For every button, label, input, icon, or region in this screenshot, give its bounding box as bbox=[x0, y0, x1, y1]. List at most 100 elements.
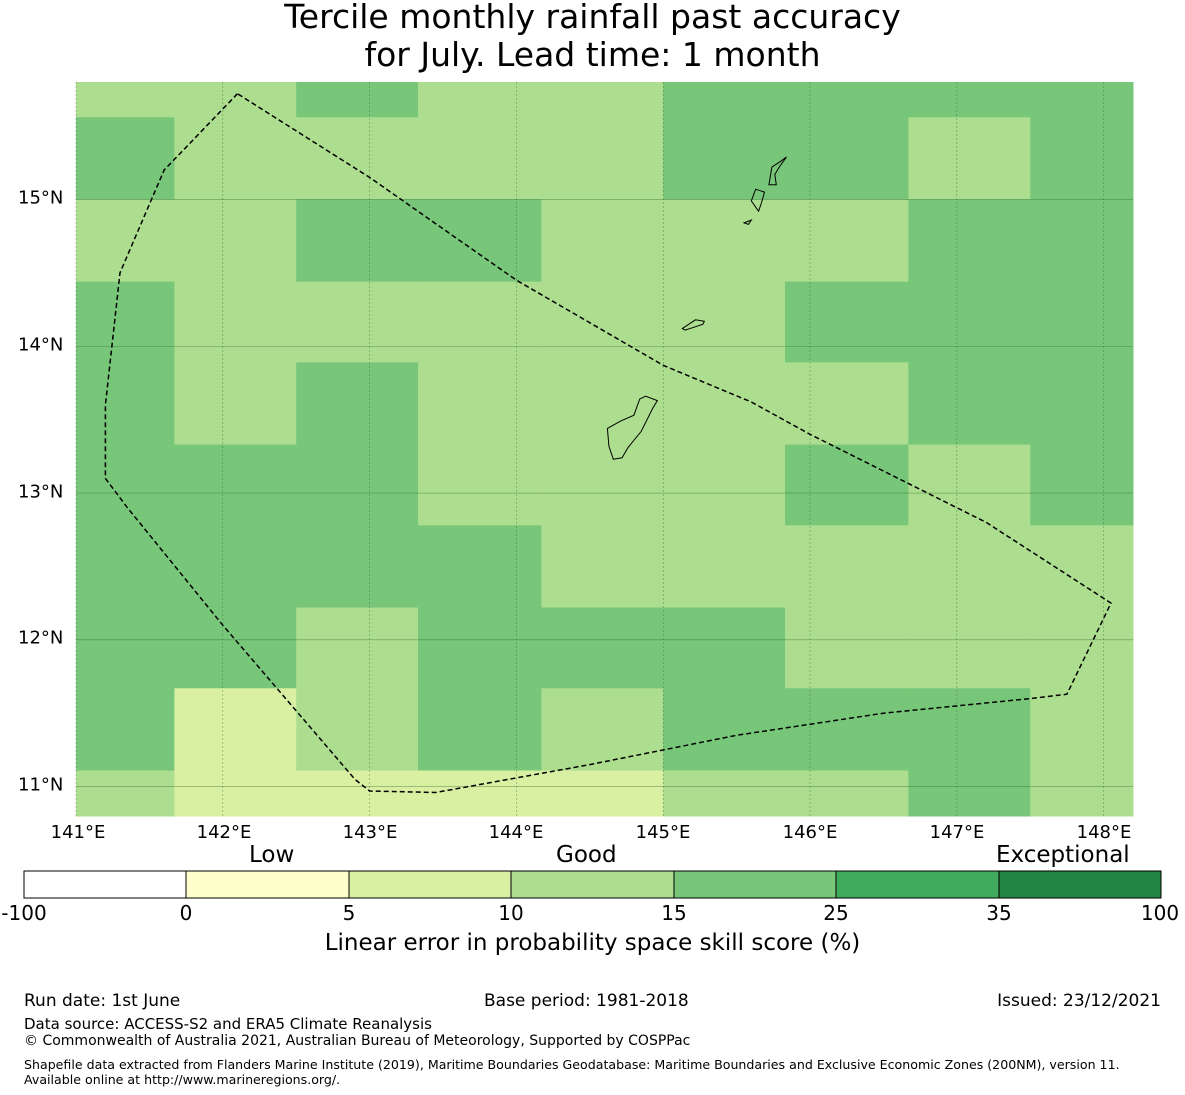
island-outline bbox=[681, 319, 706, 331]
lat-tick-label: 13°N bbox=[18, 481, 64, 503]
skill-cell bbox=[174, 607, 297, 689]
lat-tick-label: 12°N bbox=[18, 627, 64, 649]
skill-cell bbox=[296, 688, 419, 771]
skill-cell bbox=[785, 525, 909, 609]
colorbar-category-exceptional: Exceptional bbox=[996, 842, 1130, 868]
lon-tick-label: 141°E bbox=[50, 822, 106, 843]
skill-cell bbox=[785, 607, 909, 689]
skill-cell bbox=[174, 117, 297, 200]
skill-cell bbox=[908, 525, 1031, 609]
skill-cell bbox=[1030, 199, 1134, 283]
run-date: Run date: 1st June bbox=[24, 991, 181, 1011]
lon-tick-label: 142°E bbox=[196, 822, 252, 843]
skill-cell bbox=[785, 770, 909, 817]
skill-cell bbox=[174, 82, 297, 118]
skill-cell bbox=[296, 117, 419, 200]
skill-cell bbox=[785, 82, 909, 118]
graticule bbox=[75, 82, 1133, 816]
skill-cell bbox=[76, 199, 175, 283]
colorbar-tick-label: -100 bbox=[1, 901, 47, 925]
colorbar-tick-label: 10 bbox=[498, 901, 524, 925]
skill-cell bbox=[76, 444, 175, 526]
lon-tick-label: 146°E bbox=[782, 822, 838, 843]
skill-cell bbox=[418, 362, 542, 446]
colorbar-swatch bbox=[23, 870, 187, 899]
shapefile-credit: Shapefile data extracted from Flanders M… bbox=[24, 1057, 1120, 1087]
skill-cell bbox=[1030, 770, 1134, 817]
skill-cell bbox=[174, 444, 297, 526]
skill-cell bbox=[908, 362, 1031, 446]
skill-cell bbox=[785, 199, 909, 283]
skill-cell bbox=[908, 199, 1031, 283]
lon-tick-label: 143°E bbox=[342, 822, 398, 843]
skill-cell bbox=[908, 688, 1031, 771]
skill-cell bbox=[785, 688, 909, 771]
skill-grid bbox=[76, 82, 1134, 817]
skill-cell bbox=[663, 607, 786, 689]
skill-cell bbox=[418, 444, 542, 526]
colorbar-swatch bbox=[510, 870, 675, 899]
skill-cell bbox=[541, 281, 664, 363]
skill-cell bbox=[663, 444, 786, 526]
skill-cell bbox=[174, 688, 297, 771]
skill-cell bbox=[296, 82, 419, 118]
skill-cell bbox=[418, 688, 542, 771]
skill-cell bbox=[76, 362, 175, 446]
colorbar-swatch bbox=[185, 870, 350, 899]
skill-cell bbox=[663, 199, 786, 283]
issued-date: Issued: 23/12/2021 bbox=[997, 991, 1161, 1011]
skill-cell bbox=[663, 688, 786, 771]
colorbar-tick-label: 0 bbox=[179, 901, 193, 925]
skill-cell bbox=[663, 281, 786, 363]
lon-tick-label: 145°E bbox=[635, 822, 691, 843]
skill-cell bbox=[418, 117, 542, 200]
skill-cell bbox=[296, 770, 419, 817]
island-outline bbox=[768, 156, 787, 186]
skill-cell bbox=[908, 117, 1031, 200]
skill-cell bbox=[541, 525, 664, 609]
skill-cell bbox=[1030, 82, 1134, 118]
colorbar-category-low: Low bbox=[249, 842, 295, 868]
skill-cell bbox=[541, 82, 664, 118]
skill-cell bbox=[296, 281, 419, 363]
skill-cell bbox=[1030, 607, 1134, 689]
skill-cell bbox=[541, 117, 664, 200]
copyright-notice: © Commonwealth of Australia 2021, Austra… bbox=[24, 1033, 691, 1049]
skill-cell bbox=[418, 82, 542, 118]
skill-cell bbox=[76, 607, 175, 689]
skill-cell bbox=[541, 770, 664, 817]
colorbar-axis-label: Linear error in probability space skill … bbox=[324, 930, 861, 956]
colorbar-category-good: Good bbox=[556, 842, 617, 868]
eez-boundary bbox=[104, 93, 1112, 794]
coastlines bbox=[606, 156, 787, 460]
skill-cell bbox=[76, 688, 175, 771]
skill-cell bbox=[418, 199, 542, 283]
skill-cell bbox=[663, 117, 786, 200]
skill-cell bbox=[174, 199, 297, 283]
lon-tick-label: 148°E bbox=[1076, 822, 1132, 843]
colorbar-tick-label: 100 bbox=[1140, 901, 1180, 925]
skill-cell bbox=[541, 688, 664, 771]
skill-cell bbox=[785, 362, 909, 446]
lat-tick-label: 14°N bbox=[18, 334, 64, 356]
colorbar-tick-label: 35 bbox=[986, 901, 1012, 925]
skill-cell bbox=[174, 362, 297, 446]
skill-cell bbox=[296, 362, 419, 446]
skill-cell bbox=[76, 525, 175, 609]
island-outline bbox=[606, 395, 659, 460]
skill-cell bbox=[1030, 117, 1134, 200]
colorbar-tick-label: 25 bbox=[823, 901, 849, 925]
lat-tick-label: 15°N bbox=[18, 187, 64, 209]
skill-cell bbox=[908, 281, 1031, 363]
skill-cell bbox=[76, 82, 175, 118]
island-outline bbox=[742, 218, 753, 225]
skill-cell bbox=[296, 525, 419, 609]
skill-cell bbox=[785, 444, 909, 526]
skill-cell bbox=[296, 444, 419, 526]
colorbar-swatch bbox=[835, 870, 1000, 899]
skill-cell bbox=[663, 362, 786, 446]
skill-cell bbox=[1030, 525, 1134, 609]
skill-cell bbox=[296, 607, 419, 689]
skill-cell bbox=[1030, 362, 1134, 446]
